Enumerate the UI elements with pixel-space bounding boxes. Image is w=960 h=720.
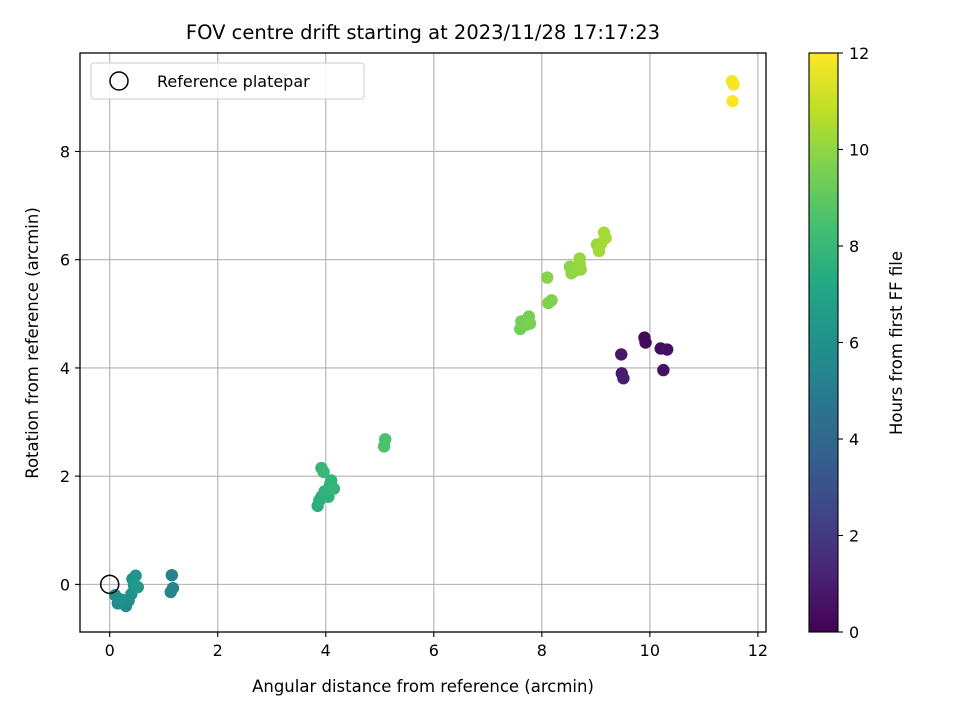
data-point: [727, 78, 740, 91]
data-point: [131, 580, 144, 594]
y-tick-label: 6: [60, 251, 70, 270]
data-point: [129, 569, 142, 582]
plot-frame: [79, 52, 767, 633]
colorbar-tick-label: 10: [849, 141, 869, 160]
y-tick-label: 8: [60, 142, 70, 161]
colorbar-label: Hours from first FF file: [887, 251, 906, 435]
data-point: [377, 440, 391, 453]
x-axis-ticks: 0 2 4 6 8 10 12: [105, 632, 768, 660]
data-point: [639, 336, 652, 349]
data-point: [617, 372, 630, 385]
data-point: [523, 317, 537, 330]
data-point: [573, 252, 586, 265]
colorbar-tick-label: 6: [849, 334, 859, 353]
colorbar-tick-label: 4: [849, 430, 859, 449]
legend: Reference platepar: [90, 62, 365, 100]
data-point: [574, 263, 587, 276]
x-tick-label: 0: [105, 641, 115, 660]
data-point: [165, 568, 179, 582]
data-point: [541, 271, 554, 284]
x-tick-label: 8: [537, 641, 547, 660]
grid: [80, 53, 766, 632]
data-point: [545, 294, 558, 307]
legend-marker: [109, 71, 129, 91]
colorbar-gradient: [808, 52, 839, 633]
y-tick-label: 4: [60, 359, 70, 378]
colorbar: 0 2 4 6 8 10 12 Hours from first FF file: [808, 44, 906, 642]
data-point: [317, 465, 330, 479]
data-point: [657, 363, 670, 377]
colorbar-tick-label: 2: [849, 527, 859, 546]
colorbar-tick-label: 12: [849, 44, 869, 63]
chart-title: FOV centre drift starting at 2023/11/28 …: [186, 21, 660, 44]
x-tick-label: 4: [321, 641, 331, 660]
reference-platepar-marker: [99, 574, 120, 595]
data-point: [115, 593, 128, 606]
data-point: [327, 482, 341, 495]
x-tick-label: 10: [640, 641, 660, 660]
x-tick-label: 2: [213, 641, 223, 660]
x-tick-label: 12: [748, 641, 768, 660]
legend-label: Reference platepar: [157, 72, 310, 91]
y-axis-label: Rotation from reference (arcmin): [23, 207, 42, 479]
colorbar-tick-label: 0: [849, 623, 859, 642]
colorbar-ticks: 0 2 4 6 8 10 12: [838, 44, 869, 642]
y-tick-label: 2: [60, 467, 70, 486]
y-tick-label: 0: [60, 575, 70, 594]
data-point: [726, 94, 739, 108]
data-point: [599, 231, 612, 245]
x-tick-label: 6: [429, 641, 439, 660]
data-point: [615, 348, 628, 361]
data-point: [660, 343, 674, 356]
data-points: [108, 74, 740, 613]
legend-box: [90, 62, 365, 100]
y-axis-ticks: 0 2 4 6 8: [60, 142, 80, 594]
data-point: [164, 585, 177, 599]
x-axis-label: Angular distance from reference (arcmin): [252, 677, 594, 696]
colorbar-tick-label: 8: [849, 237, 859, 256]
